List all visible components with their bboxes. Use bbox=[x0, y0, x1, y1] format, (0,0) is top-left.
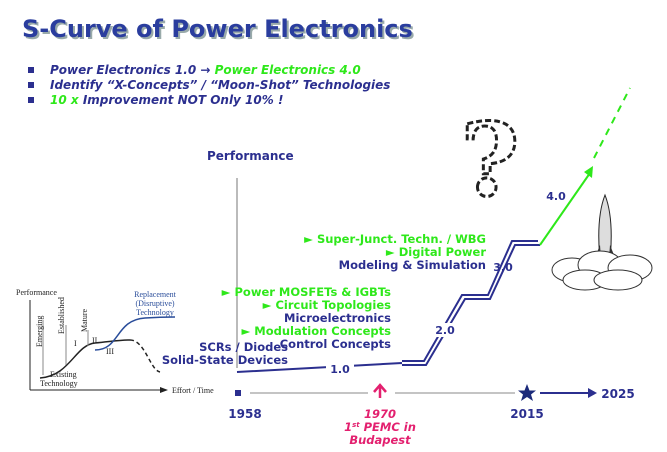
bullets: Power Electronics 1.0 → Power Electronic… bbox=[28, 63, 390, 107]
bullet-text: Power Electronics 1.0 → Power Electronic… bbox=[50, 63, 361, 77]
arrow bbox=[584, 166, 593, 178]
bullet bbox=[28, 82, 34, 88]
year: 1958 bbox=[228, 407, 261, 421]
stage-text: SCRs / Diodes bbox=[199, 340, 288, 354]
replacement: Technology bbox=[136, 308, 174, 317]
stage-text: ► Power MOSFETs & IGBTs bbox=[222, 285, 391, 299]
text: 10 x bbox=[50, 93, 80, 107]
rocket bbox=[551, 193, 653, 291]
stage-text: ► Digital Power bbox=[386, 245, 486, 259]
bullet bbox=[28, 67, 34, 73]
inset: Performance Effort / Time Emerging Estab… bbox=[16, 288, 214, 395]
bullet bbox=[28, 97, 34, 103]
bullet-text: Identify “X-Concepts” / “Moon-Shot” Tech… bbox=[50, 78, 390, 92]
decline bbox=[129, 339, 161, 373]
stage-text: ► Circuit Topologies bbox=[263, 298, 392, 312]
text: Power Electronics 1.0 → bbox=[50, 63, 215, 77]
stage-text: Solid-State Devices bbox=[162, 353, 288, 367]
label-bg bbox=[432, 323, 458, 337]
x-label: Effort / Time bbox=[172, 386, 214, 395]
stage-label: 3.0 bbox=[493, 261, 513, 274]
curve bbox=[402, 240, 538, 362]
roman: II bbox=[92, 336, 98, 345]
cloud bbox=[551, 250, 653, 291]
question-mark: ? bbox=[461, 101, 520, 219]
replacement: Replacement bbox=[134, 290, 177, 299]
stage-texts: SCRs / Diodes Solid-State Devices ► Powe… bbox=[162, 232, 486, 367]
text: Improvement NOT Only 10% ! bbox=[83, 93, 284, 107]
bullet-text: 10 x Improvement NOT Only 10% ! bbox=[50, 93, 283, 107]
s-curve-new bbox=[94, 316, 176, 351]
replacement: (Disruptive) bbox=[135, 299, 174, 308]
text: Power Electronics 4.0 bbox=[215, 63, 361, 77]
timeline: 1958 1970 1st PEMC in Budapest 2015 2025 bbox=[228, 383, 635, 447]
axis-label: Performance bbox=[207, 149, 294, 163]
year: 2015 bbox=[510, 407, 543, 421]
year: 1970 bbox=[364, 407, 396, 421]
star bbox=[518, 384, 536, 401]
stage-label: 2.0 bbox=[435, 324, 455, 337]
stage-text: ► Super-Junct. Techn. / WBG bbox=[304, 232, 486, 246]
stage-text: Control Concepts bbox=[280, 337, 391, 351]
s-curve bbox=[39, 339, 131, 379]
title-shadow: S-Curve of Power Electronics bbox=[24, 17, 415, 45]
event: Budapest bbox=[349, 433, 411, 447]
existing: Existing bbox=[50, 370, 77, 379]
marker bbox=[235, 390, 241, 396]
staircase bbox=[236, 240, 540, 373]
stage-text: Modeling & Simulation bbox=[339, 258, 486, 272]
text: st bbox=[352, 421, 360, 429]
stage-label: 1.0 bbox=[330, 363, 350, 376]
stage-text: Microelectronics bbox=[284, 311, 391, 325]
title: S-Curve of Power Electronics bbox=[22, 15, 413, 43]
dashed-curve bbox=[593, 87, 631, 159]
y-label: Performance bbox=[16, 288, 57, 297]
label-bg bbox=[326, 362, 354, 376]
year: 2025 bbox=[601, 387, 634, 401]
text: PEMC in bbox=[360, 420, 416, 434]
stage-label: 4.0 bbox=[546, 190, 566, 203]
rocket-body bbox=[598, 193, 612, 261]
curve bbox=[539, 172, 591, 246]
phase: Established bbox=[57, 297, 66, 334]
event: 1st PEMC in bbox=[344, 420, 416, 434]
arrow bbox=[160, 387, 168, 393]
curve bbox=[236, 244, 540, 373]
stage-labels: 1.0 2.0 3.0 4.0 bbox=[326, 190, 566, 376]
fins bbox=[592, 245, 618, 265]
pink-arrow bbox=[373, 383, 387, 398]
roman: I bbox=[74, 339, 77, 348]
existing: Technology bbox=[40, 379, 78, 388]
phase: Mature bbox=[80, 308, 89, 332]
roman: III bbox=[106, 347, 114, 356]
phase: Emerging bbox=[35, 316, 44, 347]
text: 1 bbox=[344, 420, 352, 434]
arrow bbox=[588, 388, 597, 398]
stage-text: ► Modulation Concepts bbox=[241, 324, 391, 338]
